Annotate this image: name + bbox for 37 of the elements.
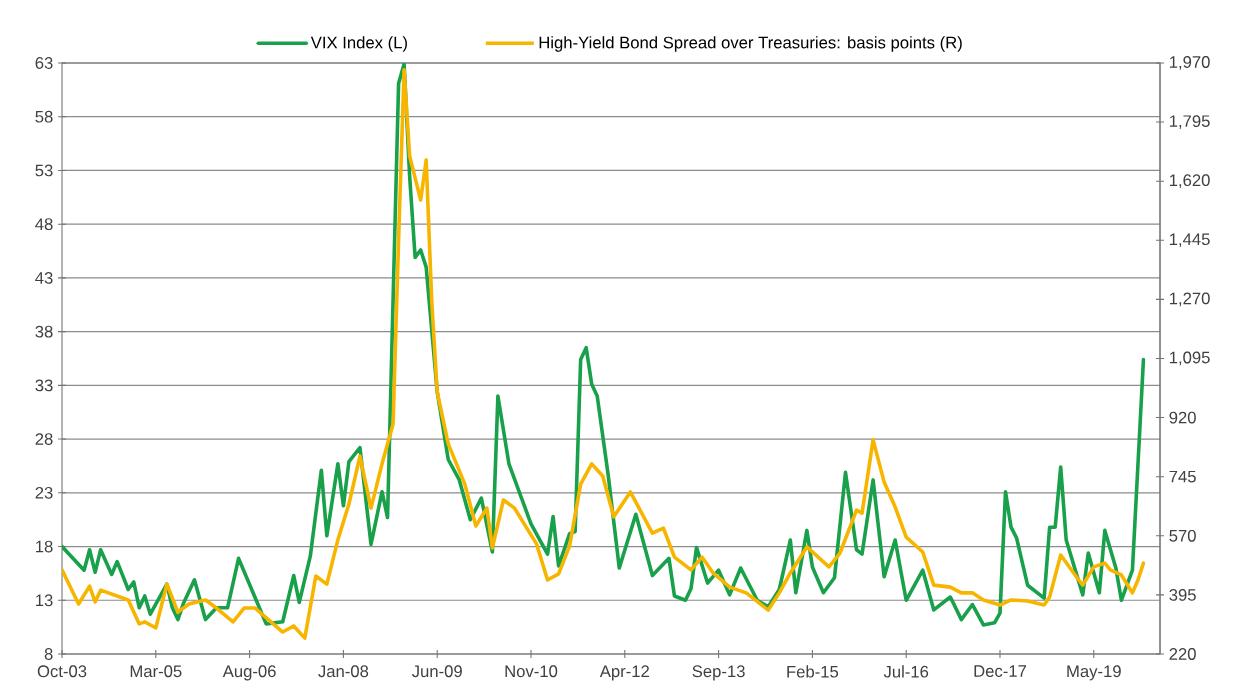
y-tick-label: 28 [35, 433, 53, 445]
y2-tick-label: 395 [1169, 588, 1196, 601]
y2-tick-label: 1,445 [1169, 233, 1210, 248]
x-tick-label: Mar-05 [130, 665, 182, 678]
x-tick-label: May-19 [1067, 665, 1121, 681]
legend-label: High-Yield Bond Spread over Treasuries: basis points (R) [539, 36, 962, 52]
y-tick-label: 38 [35, 325, 53, 338]
y2-tick-label: 1,620 [1169, 174, 1210, 189]
x-tick-label: Nov-10 [505, 665, 558, 678]
y2-tick-label: 220 [1169, 648, 1196, 660]
x-tick-label: Apr-12 [599, 665, 649, 681]
x-tick-label: Feb-15 [787, 665, 839, 678]
y2-tick-label: 745 [1169, 470, 1196, 483]
x-tick-label: Jul-16 [883, 665, 929, 678]
y-tick-label: 63 [35, 57, 53, 69]
y-tick-label: 13 [36, 594, 53, 607]
x-tick-label: Jun-09 [411, 665, 462, 678]
y2-tick-label: 1,270 [1169, 292, 1210, 307]
x-tick-label: Oct-03 [37, 665, 87, 678]
y-tick-label: 18 [36, 540, 53, 553]
y-tick-label: 48 [35, 218, 53, 231]
y-tick-label: 53 [35, 164, 53, 177]
x-tick-label: Aug-06 [222, 665, 276, 681]
x-tick-label: Sep-13 [692, 665, 745, 681]
y2-tick-label: 920 [1169, 411, 1196, 424]
y-tick-label: 43 [35, 272, 53, 284]
x-tick-label: Dec-17 [974, 665, 1027, 677]
legend-label: VIX Index (L) [310, 36, 407, 52]
y2-tick-label: 570 [1169, 529, 1196, 542]
y-tick-label: 8 [44, 648, 53, 660]
y2-tick-label: 1,795 [1169, 115, 1210, 129]
y-tick-label: 23 [35, 486, 53, 499]
y2-tick-label: 1,970 [1169, 56, 1210, 70]
x-tick-label: Jan-08 [318, 665, 369, 678]
y-tick-label: 33 [35, 379, 53, 392]
y-tick-label: 58 [35, 110, 53, 123]
y2-tick-label: 1,095 [1169, 351, 1210, 366]
